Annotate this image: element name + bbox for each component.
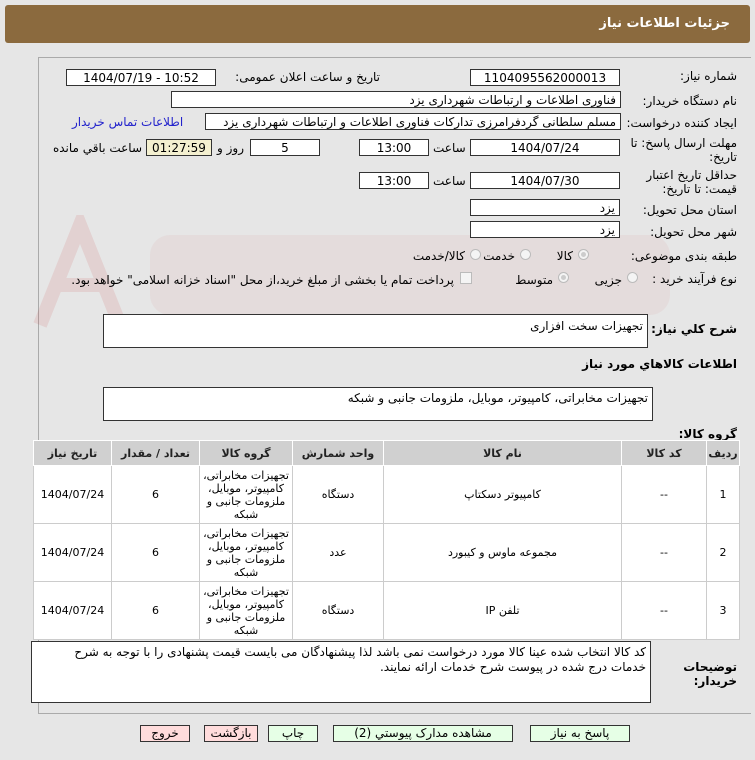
category-radio-goods[interactable] [578, 249, 589, 260]
buyer-label: نام دستگاه خریدار: [642, 94, 738, 108]
remaining-label: ساعت باقي مانده [52, 141, 142, 155]
reply-button[interactable]: پاسخ به نیاز [530, 725, 630, 742]
goods-info-title: اطلاعات کالاهاي مورد نياز [582, 357, 737, 371]
cell-group: تجهیزات مخابراتی، کامپیوتر، موبایل، ملزو… [199, 581, 293, 640]
creator-field: مسلم سلطانی گردفرامرزی تدارکات فناوری اط… [205, 113, 621, 130]
announce-field: 1404/07/19 - 10:52 [66, 69, 216, 86]
cell-date: 1404/07/24 [33, 581, 112, 640]
creator-label: ایجاد کننده درخواست: [626, 116, 737, 130]
category-radio-service[interactable] [520, 249, 531, 260]
print-button[interactable]: چاپ [268, 725, 318, 742]
table-row: 3 -- تلفن IP دستگاه تجهیزات مخابراتی، کامپیو… [33, 581, 740, 640]
city-field: یزد [470, 221, 620, 238]
cell-row: 1 [706, 465, 740, 524]
exit-button[interactable]: خروج [140, 725, 190, 742]
category-option-goods: کالا [556, 249, 573, 263]
deadline-time: 13:00 [359, 139, 429, 156]
col-date: تاریخ نیاز [33, 440, 112, 466]
city-label: شهر محل تحویل: [650, 225, 737, 239]
cell-unit: عدد [292, 523, 384, 582]
treasury-checkbox[interactable] [460, 272, 472, 284]
cell-group: تجهیزات مخابراتی، کامپیوتر، موبایل، ملزو… [199, 523, 293, 582]
attachments-button[interactable]: مشاهده مدارک پیوستي (2) [333, 725, 513, 742]
need-number-label: شماره نیاز: [680, 69, 737, 83]
cell-name: تلفن IP [383, 581, 622, 640]
validity-label: حداقل تاریخ اعتبار قیمت: تا تاریخ: [646, 168, 737, 196]
payment-note: پرداخت تمام یا بخشی از مبلغ خرید،از محل … [71, 273, 454, 287]
process-radio-medium[interactable] [558, 272, 569, 283]
category-label: طبقه بندی موضوعی: [630, 249, 737, 263]
cell-code: -- [621, 465, 707, 524]
cell-name: مجموعه ماوس و کیبورد [383, 523, 622, 582]
table-row: 2 -- مجموعه ماوس و کیبورد عدد تجهیزات مخابرا… [33, 523, 740, 582]
goods-table: ردیف کد کالا نام کالا واحد شمارش گروه کا… [33, 440, 740, 640]
cell-code: -- [621, 581, 707, 640]
cell-unit: دستگاه [292, 465, 384, 524]
col-unit: واحد شمارش [292, 440, 384, 466]
buyer-field: فناوری اطلاعات و ارتباطات شهرداری یزد [171, 91, 621, 108]
goods-group-label: گروه کالا: [678, 427, 737, 441]
province-label: استان محل تحویل: [642, 203, 737, 217]
cell-row: 2 [706, 523, 740, 582]
need-number-field: 1104095562000013 [470, 69, 620, 86]
announce-label: تاریخ و ساعت اعلان عمومی: [235, 70, 380, 84]
notes-label: توضیحات خریدار: [683, 660, 737, 688]
col-group: گروه کالا [199, 440, 293, 466]
process-option-medium: متوسط [515, 273, 553, 287]
deadline-date: 1404/07/24 [470, 139, 620, 156]
summary-field: تجهیزات سخت افزاری [103, 314, 648, 348]
table-row: 1 -- کامپیوتر دسکتاپ دستگاه تجهیزات مخابراتی… [33, 465, 740, 524]
goods-group-field: تجهیزات مخابراتی، کامپیوتر، موبایل، ملزو… [103, 387, 653, 421]
days-label: روز و [217, 141, 244, 155]
buyer-contact-link[interactable]: اطلاعات تماس خریدار [72, 115, 184, 129]
cell-qty: 6 [111, 523, 200, 582]
validity-time: 13:00 [359, 172, 429, 189]
notes-field: کد کالا انتخاب شده عینا کالا مورد درخواس… [31, 641, 651, 703]
col-qty: تعداد / مقدار [111, 440, 200, 466]
cell-unit: دستگاه [292, 581, 384, 640]
page-header: جزئیات اطلاعات نیاز [5, 5, 750, 43]
process-label: نوع فرآیند خرید : [652, 272, 737, 286]
category-radio-both[interactable] [470, 249, 481, 260]
col-row: ردیف [706, 440, 740, 466]
validity-date: 1404/07/30 [470, 172, 620, 189]
cell-row: 3 [706, 581, 740, 640]
cell-code: -- [621, 523, 707, 582]
validity-time-label: ساعت [433, 174, 466, 188]
cell-name: کامپیوتر دسکتاپ [383, 465, 622, 524]
col-code: کد کالا [621, 440, 707, 466]
days-field: 5 [250, 139, 320, 156]
process-radio-minor[interactable] [627, 272, 638, 283]
cell-group: تجهیزات مخابراتی، کامپیوتر، موبایل، ملزو… [199, 465, 293, 524]
province-field: یزد [470, 199, 620, 216]
page-title: جزئیات اطلاعات نیاز [599, 16, 730, 31]
deadline-time-label: ساعت [433, 141, 466, 155]
summary-label: شرح کلي نياز: [651, 322, 737, 336]
cell-date: 1404/07/24 [33, 523, 112, 582]
cell-date: 1404/07/24 [33, 465, 112, 524]
remaining-time: 01:27:59 [146, 139, 212, 156]
col-name: نام کالا [383, 440, 622, 466]
cell-qty: 6 [111, 581, 200, 640]
category-option-both: کالا/خدمت [412, 249, 465, 263]
process-option-minor: جزیی [594, 273, 622, 287]
cell-qty: 6 [111, 465, 200, 524]
table-header-row: ردیف کد کالا نام کالا واحد شمارش گروه کا… [33, 440, 740, 466]
back-button[interactable]: بازگشت [204, 725, 258, 742]
category-option-service: خدمت [483, 249, 515, 263]
deadline-label: مهلت ارسال پاسخ: تا تاریخ: [630, 136, 737, 164]
